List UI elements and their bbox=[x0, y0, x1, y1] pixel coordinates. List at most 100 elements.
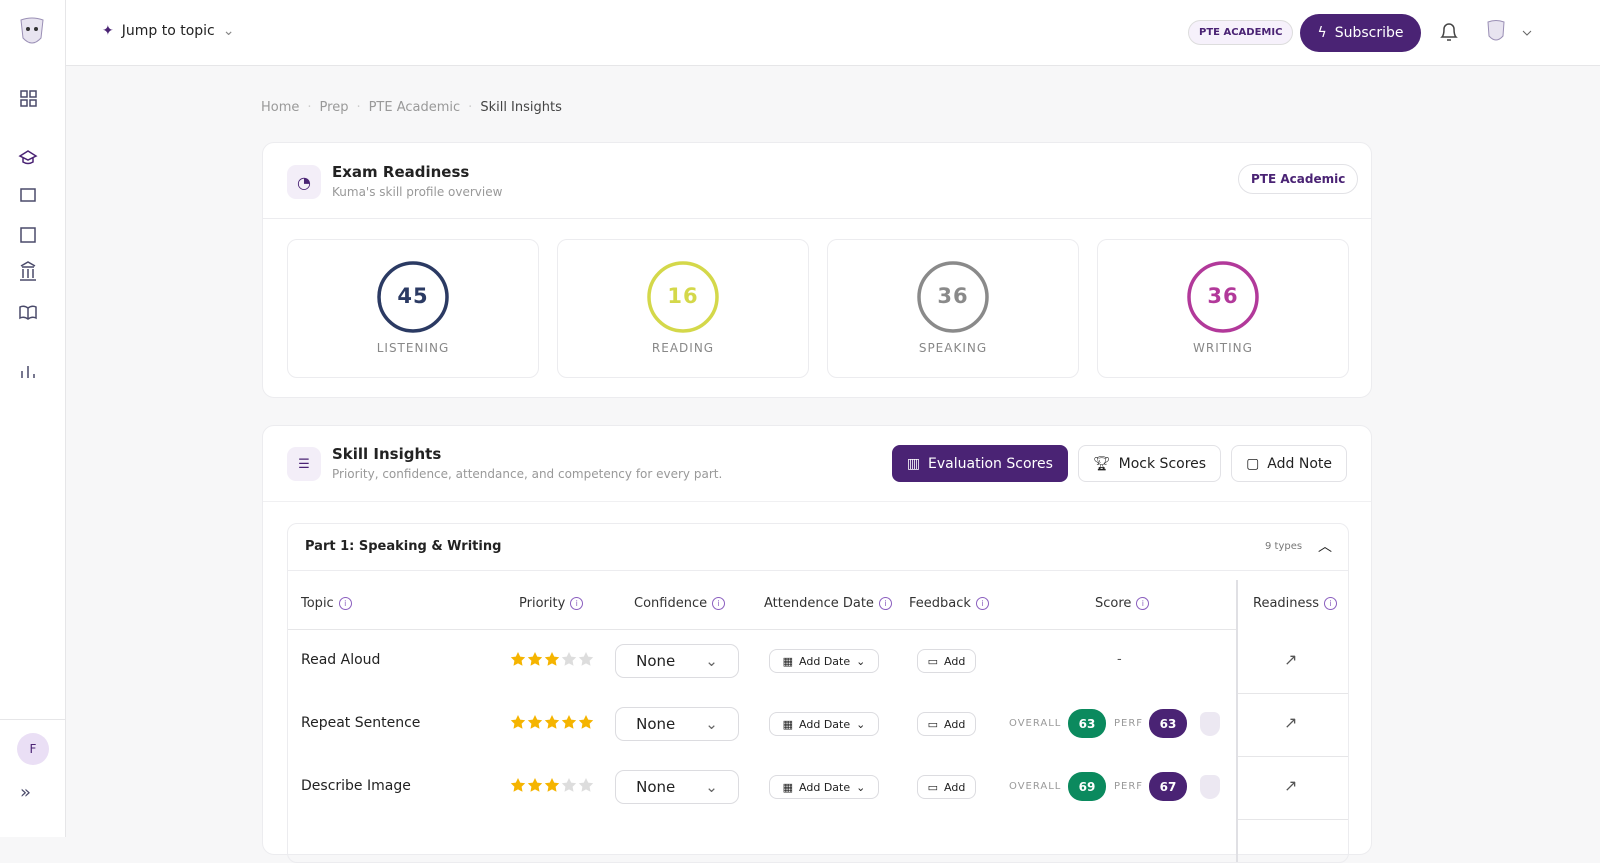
score-ring bbox=[1187, 261, 1259, 333]
separator: · bbox=[307, 100, 312, 115]
divider bbox=[288, 629, 1236, 630]
open-link[interactable]: ↗ bbox=[1284, 713, 1298, 732]
expand-icon[interactable]: » bbox=[20, 782, 32, 803]
ring bbox=[377, 261, 449, 333]
chevron: ⌄ bbox=[222, 23, 235, 39]
separator: · bbox=[468, 100, 473, 115]
info-icon[interactable]: i bbox=[570, 597, 584, 610]
star bbox=[561, 652, 577, 666]
star bbox=[578, 715, 594, 729]
select-value: None bbox=[636, 778, 676, 796]
bolt-icon: ϟ bbox=[1317, 25, 1327, 41]
card-title: Exam Readiness bbox=[332, 163, 470, 181]
breadcrumb-item[interactable]: Prep bbox=[319, 100, 349, 115]
info-icon[interactable]: i bbox=[1324, 597, 1338, 610]
ring bbox=[647, 261, 719, 333]
skill-score: 16 bbox=[667, 284, 699, 308]
date-label: Add Date bbox=[799, 654, 851, 668]
comment-icon: ▭ bbox=[927, 654, 939, 668]
profile-menu[interactable] bbox=[1484, 18, 1532, 48]
mascot-icon bbox=[1200, 775, 1220, 799]
column-label: Confidence bbox=[634, 596, 708, 611]
overall-label: OVERALL bbox=[1009, 718, 1062, 729]
feedback-label: Add bbox=[944, 717, 966, 731]
perf-score: 67 bbox=[1149, 772, 1187, 801]
divider bbox=[263, 501, 1371, 502]
breadcrumb-item[interactable]: Home bbox=[261, 100, 300, 115]
star bbox=[561, 778, 577, 792]
collapse-toggle[interactable]: ︿ bbox=[1318, 539, 1332, 555]
select-value: None bbox=[636, 652, 676, 670]
action-button[interactable]: ▢ Add Note bbox=[1231, 445, 1347, 482]
row-divider bbox=[1238, 756, 1348, 757]
comment-icon: ▭ bbox=[927, 780, 939, 794]
type-count: 9 types bbox=[1265, 541, 1303, 552]
skill-tile: 45 LISTENING bbox=[287, 239, 539, 378]
jump-to-topic[interactable]: ✦ Jump to topic ⌄ bbox=[102, 23, 234, 39]
column-header: Priority i bbox=[519, 596, 584, 611]
separator: · bbox=[356, 100, 361, 115]
subscribe-label: Subscribe bbox=[1334, 25, 1404, 41]
row-divider bbox=[1238, 693, 1348, 694]
score-empty: - bbox=[1117, 652, 1122, 667]
column-label: Attendence Date bbox=[764, 596, 874, 611]
column-header: Topic i bbox=[301, 596, 352, 611]
feedback-button[interactable]: ▭ Add bbox=[917, 775, 976, 799]
topic-table: Topic i Priority i Confidence i Attendence Dat… bbox=[288, 580, 1348, 862]
star bbox=[510, 715, 526, 729]
open-link[interactable]: ↗ bbox=[1284, 650, 1298, 669]
confidence-select[interactable]: None ⌄ bbox=[615, 644, 739, 678]
exam-badge[interactable]: PTE Academic bbox=[1238, 164, 1359, 194]
confidence-select[interactable]: None ⌄ bbox=[615, 707, 739, 741]
card-title: Skill Insights bbox=[332, 445, 442, 463]
chevron: ⌄ bbox=[705, 778, 718, 796]
button-icon: 🏆︎ bbox=[1092, 455, 1111, 472]
priority-stars[interactable] bbox=[510, 777, 600, 793]
breadcrumb-item[interactable]: PTE Academic bbox=[368, 100, 461, 115]
priority-stars[interactable] bbox=[510, 714, 600, 730]
button-icon: ▢ bbox=[1246, 455, 1260, 472]
date-picker[interactable]: ▦ Add Date ⌄ bbox=[769, 775, 879, 799]
star bbox=[578, 778, 594, 792]
score-ring bbox=[647, 261, 719, 333]
overall-label: OVERALL bbox=[1009, 781, 1062, 792]
star bbox=[510, 652, 526, 666]
priority-stars[interactable] bbox=[510, 651, 600, 667]
info-icon[interactable]: i bbox=[878, 597, 892, 610]
info-icon[interactable]: i bbox=[1136, 597, 1150, 610]
nav-icons[interactable] bbox=[0, 80, 66, 390]
topbar: ✦ Jump to topic ⌄ PTE ACADEMIC ϟ Subscribe bbox=[66, 0, 1600, 66]
skill-score: 36 bbox=[1207, 284, 1239, 308]
open-link[interactable]: ↗ bbox=[1284, 776, 1298, 795]
confidence-select[interactable]: None ⌄ bbox=[615, 770, 739, 804]
skill-tile: 36 WRITING bbox=[1097, 239, 1349, 378]
skill-name: READING bbox=[651, 341, 715, 355]
overall-score: 69 bbox=[1068, 772, 1106, 801]
info-icon[interactable]: i bbox=[712, 597, 726, 610]
perf-label: PERF bbox=[1114, 718, 1144, 729]
action-button[interactable]: ▥ Evaluation Scores bbox=[891, 445, 1068, 482]
exam-badge[interactable]: PTE ACADEMIC bbox=[1188, 20, 1294, 45]
column-header: Confidence i bbox=[634, 596, 726, 611]
bell-icon[interactable] bbox=[1438, 20, 1460, 44]
feedback-button[interactable]: ▭ Add bbox=[917, 712, 976, 736]
info-icon[interactable]: i bbox=[975, 597, 989, 610]
skill-name: SPEAKING bbox=[918, 341, 988, 355]
feedback-button[interactable]: ▭ Add bbox=[917, 649, 976, 673]
date-picker[interactable]: ▦ Add Date ⌄ bbox=[769, 712, 879, 736]
info-icon[interactable]: i bbox=[338, 597, 352, 610]
button-icon: ▥ bbox=[906, 455, 921, 472]
button-label: Mock Scores bbox=[1118, 455, 1207, 472]
subscribe-button[interactable]: ϟ Subscribe bbox=[1300, 14, 1421, 52]
column-header: Feedback i bbox=[909, 596, 989, 611]
date-picker[interactable]: ▦ Add Date ⌄ bbox=[769, 649, 879, 673]
breadcrumb-item: Skill Insights bbox=[480, 100, 562, 115]
column-label: Readiness bbox=[1253, 596, 1320, 611]
user-avatar[interactable]: F bbox=[17, 733, 49, 765]
select-value: None bbox=[636, 715, 676, 733]
star bbox=[561, 715, 577, 729]
score-ring bbox=[917, 261, 989, 333]
list-icon: ☰ bbox=[287, 447, 321, 481]
action-button[interactable]: 🏆︎ Mock Scores bbox=[1077, 445, 1222, 482]
chevron: ⌄ bbox=[705, 652, 718, 670]
